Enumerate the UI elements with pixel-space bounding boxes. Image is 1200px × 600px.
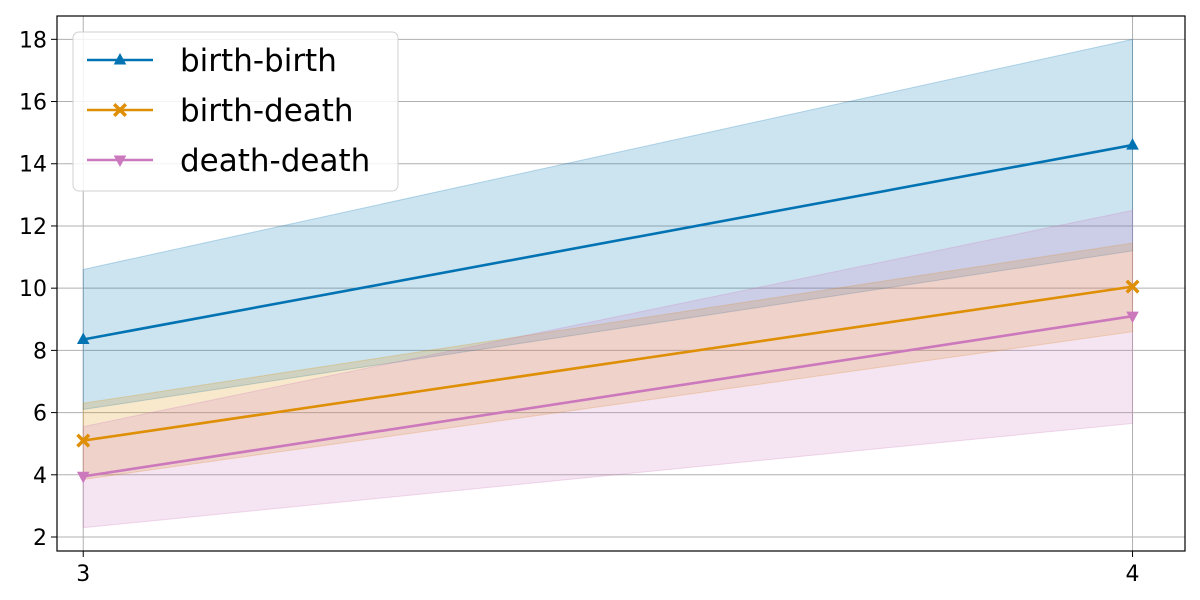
axis-ticks: 2 4 6 8 10 12 14 16 18 3 4 — [19, 28, 1140, 587]
data-point-birth-death[interactable] — [76, 433, 91, 448]
series-line-birth-death — [83, 285, 1133, 442]
legend-item-birth-death[interactable]: birth-death — [87, 93, 354, 129]
y-tick-label: 14 — [19, 153, 47, 178]
data-point-birth-death[interactable] — [1125, 279, 1140, 294]
series-line-birth-birth — [82, 143, 1133, 341]
legend-label: birth-birth — [180, 43, 337, 79]
x-tick-label: 4 — [1126, 562, 1140, 587]
legend[interactable]: birth-birth birth-death death-death — [72, 31, 399, 192]
legend-swatch-marker — [113, 53, 127, 65]
plot-frame — [56, 15, 1186, 552]
confidence-bands — [82, 38, 1134, 529]
data-point-death-death[interactable] — [76, 471, 90, 484]
y-tick-label: 8 — [33, 339, 47, 364]
legend-item-birth-birth[interactable]: birth-birth — [87, 43, 337, 79]
series-lines — [82, 143, 1133, 478]
y-tick-label: 10 — [19, 277, 47, 302]
legend-item-death-death[interactable]: death-death — [87, 143, 370, 179]
data-point-birth-birth[interactable] — [76, 332, 90, 345]
legend-swatch-marker — [113, 155, 127, 167]
confidence-band-birth-death — [82, 242, 1134, 481]
y-tick-label: 2 — [33, 526, 47, 551]
legend-box — [72, 31, 399, 192]
y-tick-label: 6 — [33, 402, 47, 427]
confidence-band-death-death — [82, 209, 1134, 529]
y-tick-label: 12 — [19, 215, 47, 240]
confidence-band-birth-birth — [82, 38, 1134, 411]
series-markers — [76, 138, 1140, 484]
y-tick-label: 16 — [19, 91, 47, 116]
data-point-death-death[interactable] — [1126, 311, 1139, 324]
x-tick-label: 3 — [76, 562, 90, 587]
data-point-birth-birth[interactable] — [1126, 138, 1139, 150]
y-tick-label: 4 — [33, 464, 47, 489]
series-line-death-death — [83, 314, 1133, 478]
legend-label: death-death — [180, 143, 370, 179]
y-tick-label: 18 — [19, 28, 47, 53]
legend-label: birth-death — [180, 93, 354, 129]
legend-swatch-marker — [113, 103, 127, 117]
